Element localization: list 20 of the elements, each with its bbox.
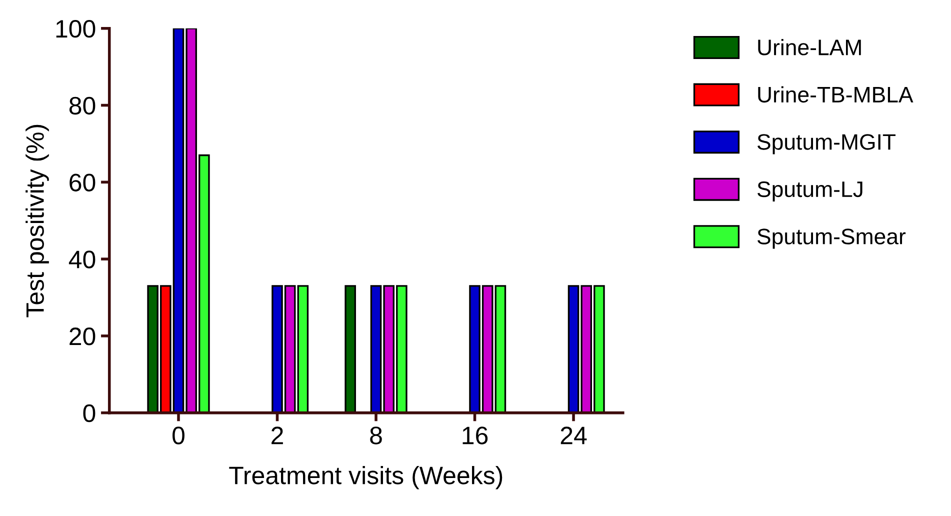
- legend-label: Urine-TB-MBLA: [758, 86, 914, 103]
- x-tick-label: 24: [560, 426, 587, 444]
- y-tick-label: 100: [56, 20, 96, 38]
- x-axis-title: Treatment visits (Weeks): [229, 466, 502, 490]
- y-tick-label: 80: [69, 96, 96, 115]
- x-tick-label: 16: [462, 426, 488, 444]
- x-tick-label: 0: [172, 426, 184, 444]
- y-tick-label: 40: [68, 250, 96, 268]
- y-axis-title: Test positivity (%): [26, 124, 49, 318]
- y-tick-label: 0: [83, 404, 96, 422]
- legend-label: Sputum-MGIT: [757, 134, 896, 154]
- x-tick-label: 2: [272, 426, 283, 444]
- legend-label: Sputum-LJ: [757, 181, 862, 202]
- bar: [297, 285, 309, 413]
- y-tick-label: 20: [70, 328, 96, 346]
- legend-label: Sputum-Smear: [757, 228, 906, 249]
- y-tick-label: 60: [70, 174, 96, 192]
- legend-label: Urine-LAM: [758, 38, 861, 56]
- bar: [344, 285, 356, 413]
- x-tick-label: 8: [370, 426, 382, 444]
